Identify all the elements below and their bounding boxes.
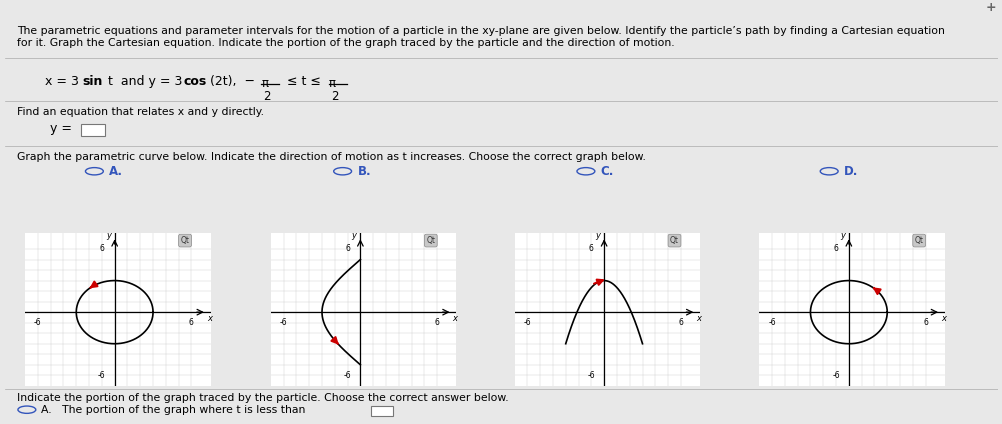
Text: A.   The portion of the graph where t is less than: A. The portion of the graph where t is l… xyxy=(41,404,305,415)
Text: 6: 6 xyxy=(99,245,104,254)
Text: Qt: Qt xyxy=(180,236,189,245)
Text: y =: y = xyxy=(50,122,75,135)
Text: cos: cos xyxy=(183,75,206,88)
Text: Qt: Qt xyxy=(426,236,435,245)
Text: The parametric equations and parameter intervals for the motion of a particle in: The parametric equations and parameter i… xyxy=(17,26,944,36)
Text: x: x xyxy=(940,314,945,323)
Text: C.: C. xyxy=(600,165,613,178)
Text: y: y xyxy=(839,231,844,240)
Text: 6: 6 xyxy=(922,318,927,327)
Text: -6: -6 xyxy=(523,318,531,327)
Text: -6: -6 xyxy=(768,318,776,327)
Text: Qt: Qt xyxy=(669,236,678,245)
Text: Qt: Qt xyxy=(914,236,923,245)
FancyBboxPatch shape xyxy=(371,406,393,416)
Text: 2: 2 xyxy=(263,90,271,103)
Text: 2: 2 xyxy=(331,90,338,103)
Text: -6: -6 xyxy=(587,371,594,380)
Text: π: π xyxy=(329,77,336,89)
Text: x = 3: x = 3 xyxy=(45,75,82,88)
Text: B.: B. xyxy=(357,165,371,178)
Text: x: x xyxy=(695,314,700,323)
Text: 6: 6 xyxy=(434,318,439,327)
Text: x: x xyxy=(206,314,211,323)
Text: 6: 6 xyxy=(588,245,593,254)
Text: D.: D. xyxy=(844,165,858,178)
Text: for it. Graph the Cartesian equation. Indicate the portion of the graph traced b: for it. Graph the Cartesian equation. In… xyxy=(17,38,674,48)
Text: sin: sin xyxy=(82,75,103,88)
Text: -6: -6 xyxy=(832,371,839,380)
Text: 6: 6 xyxy=(188,318,193,327)
Text: +: + xyxy=(984,1,995,14)
Text: y: y xyxy=(351,231,356,240)
Text: -6: -6 xyxy=(280,318,288,327)
Text: Find an equation that relates x and y directly.: Find an equation that relates x and y di… xyxy=(17,107,264,117)
Text: y: y xyxy=(105,231,110,240)
Text: t  and y = 3: t and y = 3 xyxy=(104,75,186,88)
FancyBboxPatch shape xyxy=(81,124,105,136)
Text: Graph the parametric curve below. Indicate the direction of motion as t increase: Graph the parametric curve below. Indica… xyxy=(17,152,645,162)
Text: x: x xyxy=(452,314,457,323)
Text: Indicate the portion of the graph traced by the particle. Choose the correct ans: Indicate the portion of the graph traced… xyxy=(17,393,508,403)
Text: -6: -6 xyxy=(34,318,42,327)
Text: π: π xyxy=(261,77,268,89)
Text: A.: A. xyxy=(109,165,123,178)
Text: 6: 6 xyxy=(677,318,682,327)
Text: y: y xyxy=(594,231,599,240)
Text: -6: -6 xyxy=(344,371,351,380)
Text: ≤ t ≤: ≤ t ≤ xyxy=(283,75,325,88)
Text: -6: -6 xyxy=(98,371,105,380)
Text: (2t),  −: (2t), − xyxy=(205,75,255,88)
Text: 6: 6 xyxy=(345,245,350,254)
Text: 6: 6 xyxy=(833,245,838,254)
